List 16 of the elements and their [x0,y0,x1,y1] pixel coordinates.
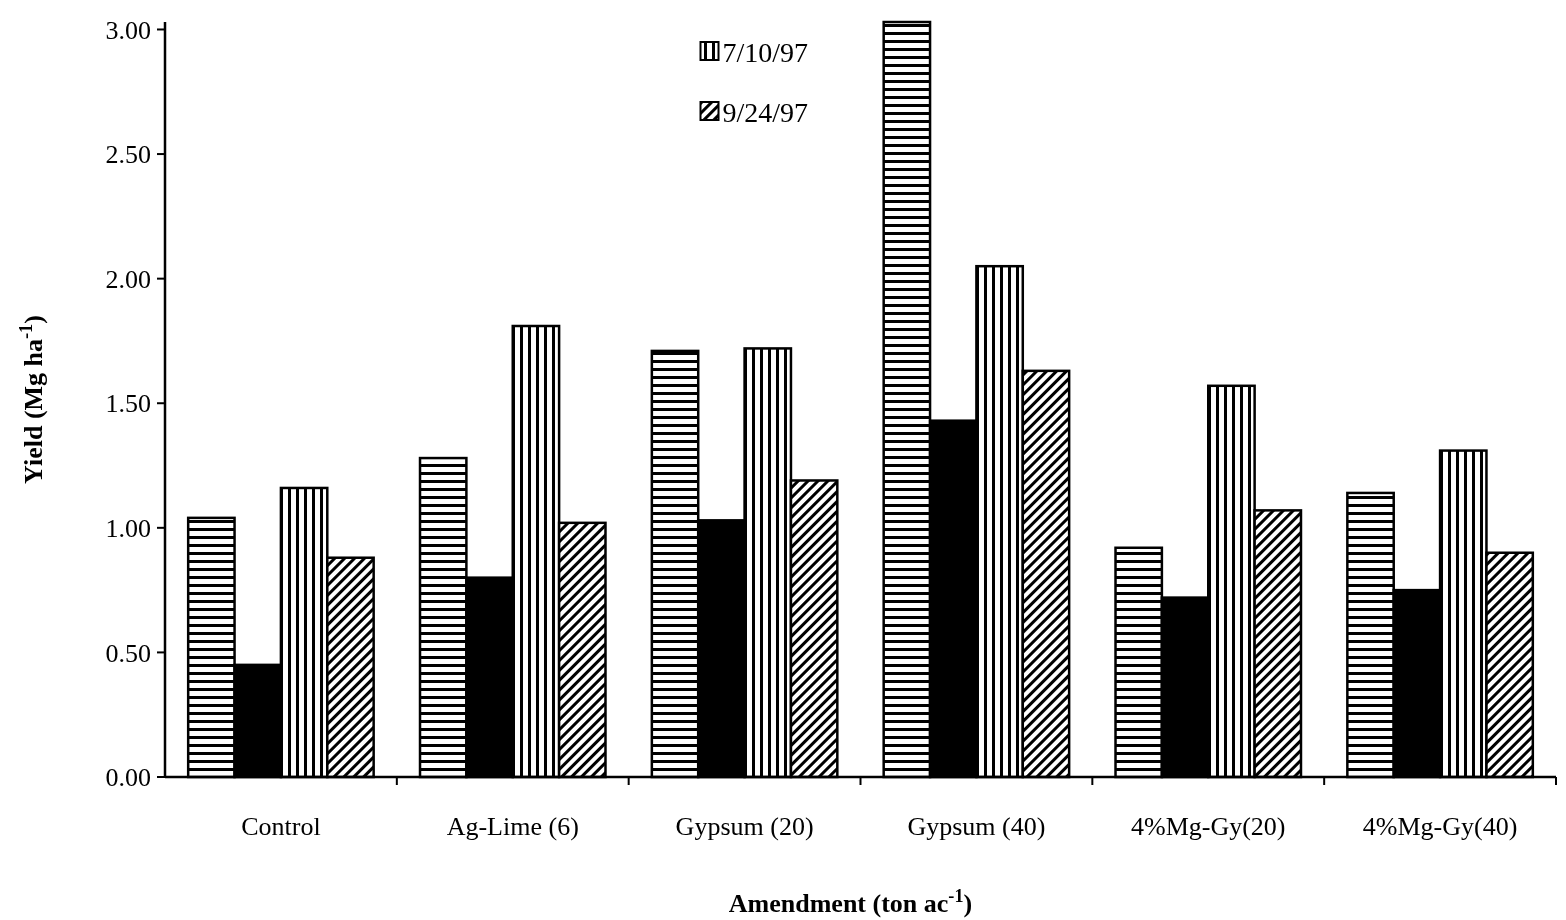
x-tick-label: 4%Mg-Gy(40) [1362,812,1518,841]
y-tick-label: 3.00 [105,15,151,45]
legend-label: 7/10/97 [722,36,809,68]
x-tick-label: Ag-Lime (6) [446,812,579,841]
legend-label: 9/24/97 [722,96,809,128]
x-axis-title: Amendment (ton ac$^{-1}$) [728,886,973,918]
y-tick-label: 0.50 [105,638,151,668]
x-tick-label: Control [241,812,321,841]
y-tick-label: 2.00 [105,264,151,294]
x-tick-label: 4%Mg-Gy(20) [1130,812,1286,841]
x-tick-label: Gypsum (40) [907,812,1046,841]
y-tick-label: 1.50 [105,389,151,419]
y-tick-label: 2.50 [105,140,151,170]
y-tick-label: 0.00 [105,763,151,793]
x-tick-label: Gypsum (20) [675,812,814,841]
y-tick-label: 1.00 [105,513,151,543]
